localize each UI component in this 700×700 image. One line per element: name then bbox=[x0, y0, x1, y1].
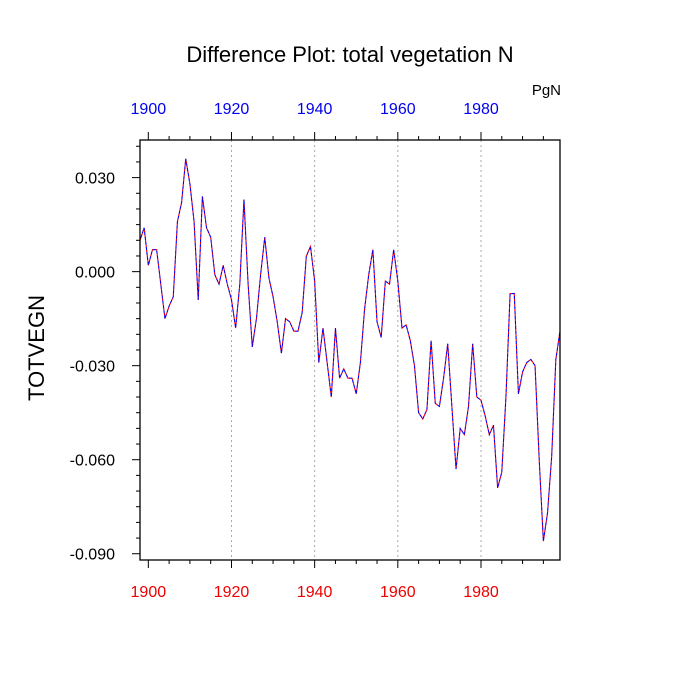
y-tick-label--0.060: -0.060 bbox=[70, 453, 115, 470]
x-tick-label-bottom-1940: 1940 bbox=[297, 584, 333, 601]
x-tick-label-top-1940: 1940 bbox=[297, 101, 333, 118]
x-tick-label-bottom-1960: 1960 bbox=[380, 584, 416, 601]
y-tick-label--0.030: -0.030 bbox=[70, 359, 115, 376]
series-lines bbox=[139, 158, 561, 542]
x-tick-label-top-1960: 1960 bbox=[380, 101, 416, 118]
units-label: PgN bbox=[532, 82, 561, 99]
series-line-secondary bbox=[139, 158, 561, 542]
plot-frame bbox=[139, 139, 561, 561]
x-tick-label-top-1920: 1920 bbox=[214, 101, 250, 118]
axis-ticks bbox=[132, 132, 544, 568]
x-tick-label-bottom-1920: 1920 bbox=[214, 584, 250, 601]
x-tick-label-bottom-1900: 1900 bbox=[131, 584, 167, 601]
x-tick-label-bottom-1980: 1980 bbox=[463, 584, 499, 601]
y-tick-label-0.030: 0.030 bbox=[75, 171, 115, 188]
series-line-primary bbox=[139, 158, 561, 542]
y-tick-label--0.090: -0.090 bbox=[70, 547, 115, 564]
x-tick-label-top-1900: 1900 bbox=[131, 101, 167, 118]
x-tick-label-top-1980: 1980 bbox=[463, 101, 499, 118]
chart-title: Difference Plot: total vegetation N bbox=[186, 42, 513, 67]
y-axis-label: TOTVEGN bbox=[24, 295, 49, 401]
tick-labels: 1900 1900 1920 1920 1940 1940 1960 1960 1980 1980… bbox=[70, 101, 499, 601]
grid-lines bbox=[230, 140, 482, 560]
y-tick-label-0.000: 0.000 bbox=[75, 265, 115, 282]
